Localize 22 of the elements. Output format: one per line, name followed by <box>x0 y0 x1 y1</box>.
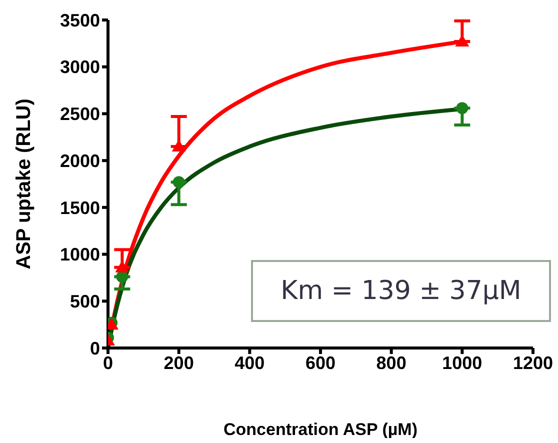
point <box>172 140 186 152</box>
x-tick-label: 600 <box>305 352 336 373</box>
y-tick-label: 1000 <box>60 244 100 265</box>
annotation: Km = 139 ± 37µM <box>251 260 551 322</box>
y-axis-title: ASP uptake (RLU) <box>13 98 36 270</box>
x-tick-label: 400 <box>234 352 265 373</box>
y-tick-label: 2500 <box>60 104 100 124</box>
point <box>172 176 185 188</box>
point <box>455 34 470 47</box>
point <box>456 102 468 114</box>
x-tick-label: 1000 <box>442 352 482 373</box>
x-tick-label: 200 <box>164 352 194 373</box>
y-tick-label: 3000 <box>60 57 100 78</box>
y-tick-label: 3500 <box>60 10 100 30</box>
x-tick-label: 0 <box>102 352 114 373</box>
y-tick-label: 0 <box>90 338 100 358</box>
x-tick-label: 1200 <box>512 352 554 373</box>
y-tick-label: 2000 <box>60 150 100 171</box>
y-tick-label: 500 <box>70 292 100 312</box>
x-tick-label: 800 <box>376 352 406 373</box>
point <box>116 270 128 283</box>
y-tick-label: 1500 <box>60 198 100 218</box>
